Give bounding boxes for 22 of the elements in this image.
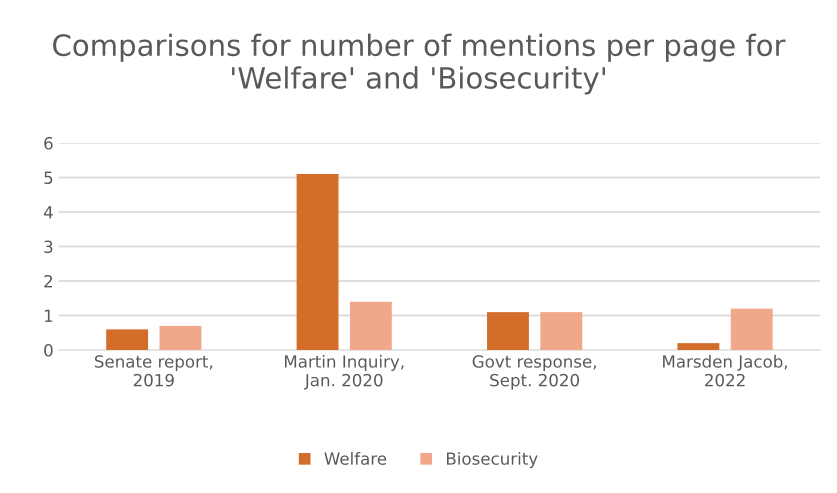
- x-tick-label: Marsden Jacob, 2022: [663, 354, 788, 386]
- y-tick-label: 3: [44, 240, 52, 254]
- x-tick-label: Senate report, 2019: [94, 355, 212, 386]
- bar: [540, 312, 582, 350]
- bar: [487, 312, 529, 350]
- legend-label: Biosecurity: [446, 452, 538, 468]
- y-tick-label: 0: [44, 344, 53, 357]
- bar: [730, 308, 773, 350]
- y-tick-label: 6: [44, 136, 53, 150]
- x-tick-label: Martin Inquiry, Jan. 2020: [284, 354, 404, 390]
- bar: [677, 343, 720, 350]
- y-tick-label: 2: [44, 274, 52, 288]
- bar: [296, 174, 339, 350]
- y-tick-label: 5: [44, 172, 52, 184]
- y-tick-label: 1: [44, 310, 52, 322]
- chart-title: Comparisons for number of mentions per page for 'Welfare' and 'Biosecurity': [53, 34, 786, 95]
- y-tick-label: 4: [44, 206, 53, 218]
- legend-label: Welfare: [324, 452, 386, 465]
- bar: [350, 302, 392, 350]
- bar: [106, 329, 148, 350]
- x-tick-label: Govt response, Sept. 2020: [472, 355, 596, 390]
- bar: [160, 326, 202, 350]
